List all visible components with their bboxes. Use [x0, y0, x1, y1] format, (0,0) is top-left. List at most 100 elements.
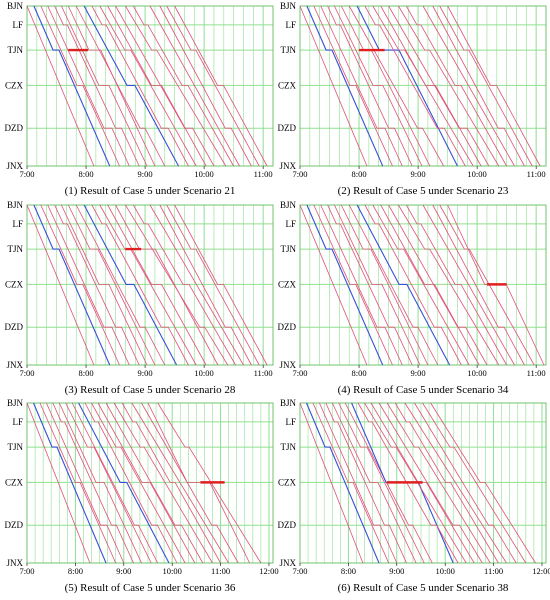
station-label: DZD: [278, 123, 297, 133]
train-line: [166, 204, 260, 366]
train-line: [327, 5, 413, 167]
x-tick-label: 7:00: [292, 169, 307, 179]
train-line: [430, 402, 536, 564]
station-label: DZD: [278, 322, 297, 332]
station-label: DZD: [5, 123, 24, 133]
station-label: LF: [12, 219, 23, 229]
x-tick-label: 10:00: [467, 169, 486, 179]
train-line: [422, 5, 515, 167]
special-train-line: [83, 5, 179, 167]
station-label: JNX: [6, 360, 23, 370]
train-line: [422, 204, 515, 366]
station-label: LF: [12, 20, 23, 30]
x-tick-label: 11:00: [527, 368, 546, 378]
x-tick-label: 8:00: [351, 368, 366, 378]
train-line: [40, 204, 120, 366]
station-label: BJN: [280, 398, 297, 408]
train-line: [58, 402, 142, 564]
station-label: LF: [285, 20, 296, 30]
x-tick-label: 8:00: [351, 169, 366, 179]
x-tick-label: 8:00: [341, 566, 356, 576]
train-line: [99, 204, 197, 366]
special-train-line: [356, 5, 458, 167]
train-line: [334, 204, 421, 366]
train-line: [348, 204, 439, 366]
special-train-line: [305, 402, 380, 564]
train-line: [432, 204, 525, 366]
x-tick-label: 9:00: [411, 368, 426, 378]
station-label: DZD: [5, 322, 24, 332]
train-line: [319, 402, 398, 564]
train-line: [357, 402, 459, 564]
train-line: [340, 204, 429, 366]
special-train-line: [356, 204, 451, 366]
x-tick-label: 11:00: [484, 566, 503, 576]
panel-caption: (6) Result of Case 5 under Scenario 38: [338, 582, 509, 594]
plot-frame: [299, 204, 547, 366]
train-line: [107, 204, 207, 366]
train-line: [327, 204, 413, 366]
train-line: [125, 204, 229, 366]
station-label: JNX: [279, 558, 296, 568]
train-line: [131, 402, 229, 564]
station-label: TJN: [8, 45, 24, 55]
x-tick-label: 10:00: [467, 368, 486, 378]
train-line: [338, 402, 425, 564]
train-line: [67, 5, 156, 167]
train-line: [320, 5, 403, 167]
station-label: JNX: [279, 161, 296, 171]
x-tick-label: 9:00: [138, 169, 153, 179]
x-tick-label: 9:00: [116, 566, 131, 576]
train-line: [447, 5, 541, 167]
train-line: [26, 402, 91, 564]
x-tick-label: 10:00: [194, 368, 213, 378]
panel-caption: (5) Result of Case 5 under Scenario 36: [65, 582, 236, 594]
x-tick-label: 11:00: [211, 566, 230, 576]
station-label: CZX: [278, 279, 297, 289]
x-tick-label: 8:00: [68, 566, 83, 576]
train-line: [67, 204, 156, 366]
train-line: [65, 402, 152, 564]
train-line: [61, 5, 148, 167]
panel-caption: (4) Result of Case 5 under Scenario 34: [338, 384, 509, 396]
x-tick-label: 9:00: [389, 566, 404, 576]
train-line: [149, 5, 240, 167]
train-line: [52, 402, 134, 564]
x-tick-label: 9:00: [138, 368, 153, 378]
train-line: [312, 402, 390, 564]
train-line: [75, 5, 166, 167]
train-line: [313, 204, 393, 366]
station-label: TJN: [281, 244, 297, 254]
train-line: [115, 204, 219, 366]
special-train-line: [33, 5, 111, 167]
station-label: TJN: [8, 442, 24, 452]
train-line: [174, 5, 268, 167]
train-line: [364, 204, 462, 366]
station-label: DZD: [278, 520, 297, 530]
train-line: [174, 204, 268, 366]
train-line: [299, 5, 368, 167]
train-line: [299, 402, 364, 564]
station-label: TJN: [281, 442, 297, 452]
special-train-line: [78, 402, 170, 564]
train-line: [348, 5, 445, 167]
special-train-line: [306, 5, 384, 167]
train-line: [439, 204, 535, 366]
train-line: [71, 402, 159, 564]
train-line: [40, 5, 120, 167]
train-line: [380, 204, 480, 366]
train-line: [26, 5, 95, 167]
train-line: [61, 204, 148, 366]
station-label: BJN: [280, 200, 297, 210]
station-label: TJN: [281, 45, 297, 55]
station-label: CZX: [5, 279, 24, 289]
x-tick-label: 7:00: [19, 566, 34, 576]
plot-frame: [26, 402, 274, 564]
x-tick-label: 8:00: [78, 368, 93, 378]
train-line: [91, 204, 189, 366]
x-tick-label: 11:00: [254, 169, 273, 179]
train-line: [388, 5, 490, 167]
station-label: LF: [12, 417, 23, 427]
train-line: [313, 5, 393, 167]
